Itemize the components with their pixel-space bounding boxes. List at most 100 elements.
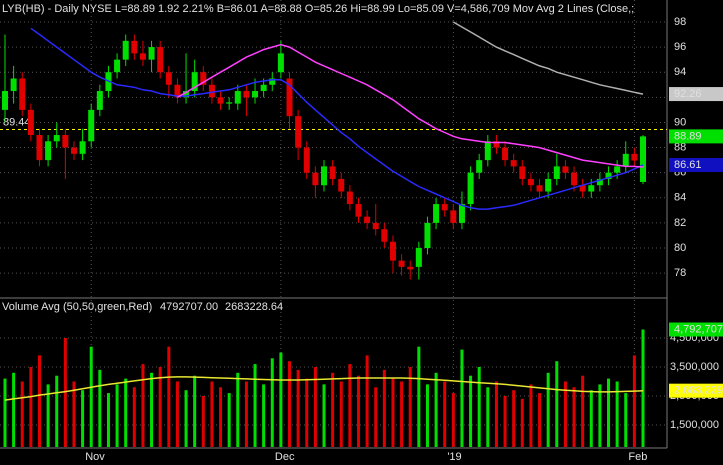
volume-bar <box>115 384 119 447</box>
volume-bar <box>374 387 378 447</box>
candle-body <box>510 160 517 167</box>
candle-body <box>234 91 241 104</box>
volume-bar <box>460 349 464 447</box>
candle-body <box>321 166 327 186</box>
candle-body <box>545 178 552 192</box>
price-tag-label: 92.26 <box>674 88 702 100</box>
volume-bar <box>494 381 498 447</box>
candle-body <box>614 166 621 173</box>
volume-bar <box>331 372 335 447</box>
y-tick-label: 94 <box>674 66 686 78</box>
candle-body <box>622 153 629 167</box>
price-tag <box>669 158 723 173</box>
volume-bar <box>615 381 619 447</box>
candle-body <box>424 222 431 249</box>
volume-bar <box>365 355 369 447</box>
candle-body <box>114 59 121 73</box>
candle-body <box>96 91 103 110</box>
volume-bar <box>391 378 395 447</box>
candle-body <box>303 147 310 173</box>
volume-bar <box>12 372 16 447</box>
volume-bar <box>624 393 628 447</box>
candle-body <box>571 172 578 186</box>
volume-bar <box>417 346 421 447</box>
candle-body <box>243 91 250 98</box>
candle-body <box>277 53 284 73</box>
volume-bar <box>72 381 76 447</box>
volume-bar <box>167 346 171 447</box>
volume-bar <box>288 361 292 447</box>
volume-bar <box>141 364 145 447</box>
volume-bar <box>89 346 93 447</box>
volume-bar <box>400 381 404 447</box>
price-tag <box>669 322 723 337</box>
volume-bar <box>546 372 550 447</box>
volume-bar <box>210 381 214 447</box>
candle-body <box>527 178 534 186</box>
volume-bar <box>253 364 257 447</box>
volume-bar <box>201 395 205 447</box>
candle-body <box>88 109 95 142</box>
candle-body <box>553 166 560 179</box>
volume-bar <box>236 372 240 447</box>
volume-bar <box>572 387 576 447</box>
candle-body <box>70 147 77 154</box>
volume-bar <box>313 366 317 447</box>
candle-body <box>346 191 353 205</box>
candle-body <box>174 84 181 98</box>
volume-bar <box>607 378 611 447</box>
volume-bar <box>3 378 7 447</box>
candle-body <box>139 53 146 60</box>
volume-bar <box>581 375 585 447</box>
volume-bar <box>469 375 473 447</box>
volume-bar <box>98 369 102 447</box>
volume-bar <box>425 384 429 447</box>
candle-body <box>62 135 69 148</box>
candle-body <box>398 260 405 267</box>
x-tick-label: Nov <box>85 451 105 463</box>
candle-body <box>450 210 457 223</box>
candle-body <box>36 135 43 161</box>
candle-body <box>579 185 586 192</box>
x-tick-label: Dec <box>275 451 295 463</box>
chart-title: LYB(HB) - Daily NYSE L=88.89 1.92 2.21% … <box>2 3 634 15</box>
candle-body <box>364 216 371 223</box>
volume-bar <box>132 387 136 447</box>
volume-bar <box>598 384 602 447</box>
volume-bar <box>305 378 309 447</box>
volume-bar <box>37 355 41 447</box>
volume-bar <box>356 375 360 447</box>
volume-bar <box>434 372 438 447</box>
candle-body <box>217 97 224 104</box>
candle-body <box>519 166 526 179</box>
candle-body <box>605 172 612 179</box>
reference-label: 89.44 <box>3 116 31 128</box>
candle-body <box>631 153 638 161</box>
volume-bar <box>193 375 197 447</box>
price-tag-label: 88.89 <box>674 130 702 142</box>
candle-body <box>208 84 215 98</box>
candle-body <box>10 78 17 92</box>
candle-body <box>226 102 233 104</box>
candle-body <box>562 166 569 173</box>
volume-bar <box>219 387 223 447</box>
candle-body <box>467 172 474 205</box>
volume-bar <box>589 390 593 447</box>
candle-body <box>493 141 500 148</box>
candle-body <box>183 91 190 98</box>
y-tick-label: 96 <box>674 41 686 53</box>
volume-bar <box>227 393 231 447</box>
volume-bar <box>443 381 447 447</box>
candle-body <box>45 141 52 161</box>
y-tick-label: 3,500,000 <box>670 361 719 373</box>
volume-bar <box>512 390 516 447</box>
x-tick-label: Feb <box>628 451 647 463</box>
volume-bar <box>339 381 343 447</box>
candle-body <box>295 116 302 148</box>
volume-bar <box>184 390 188 447</box>
candle-body <box>441 204 448 211</box>
volume-bar <box>81 390 85 447</box>
candle-body <box>415 248 422 267</box>
candle-body <box>252 91 259 98</box>
